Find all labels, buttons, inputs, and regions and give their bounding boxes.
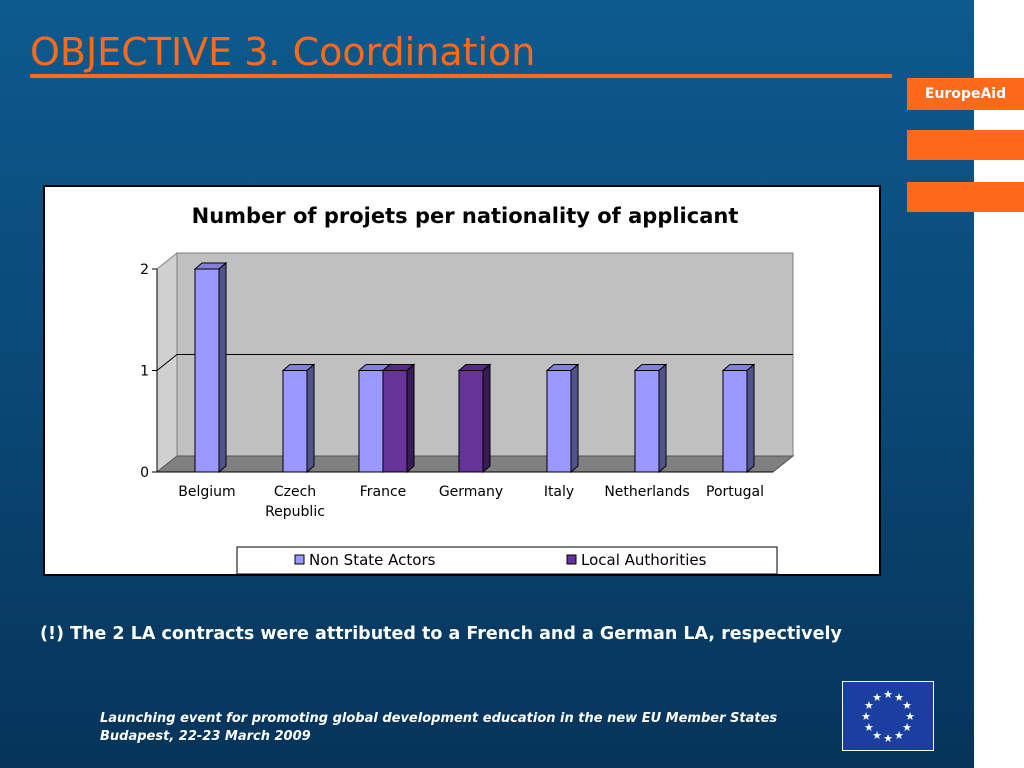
bar-side xyxy=(746,363,755,474)
eu-star-icon: ★ xyxy=(872,729,882,742)
bar-non-state-actors xyxy=(546,370,572,473)
bar-non-state-actors xyxy=(194,268,220,473)
bar-chart: Number of projets per nationality of app… xyxy=(140,204,795,574)
slide-title: OBJECTIVE 3. Coordination xyxy=(30,30,536,74)
footer: Launching event for promoting global dev… xyxy=(100,710,777,746)
bar-side xyxy=(218,261,227,474)
footer-event-line: Launching event for promoting global dev… xyxy=(100,711,778,726)
chart-panel: Number of projets per nationality of app… xyxy=(43,185,881,576)
eu-star-icon: ★ xyxy=(902,699,912,712)
y-tick-label: 1 xyxy=(140,364,149,380)
x-tick-label: Germany xyxy=(439,484,503,500)
legend-label: Non State Actors xyxy=(309,551,436,569)
eu-star-icon: ★ xyxy=(864,721,874,734)
legend-swatch xyxy=(566,554,577,565)
eu-star-icon: ★ xyxy=(872,691,882,704)
eu-star-icon: ★ xyxy=(894,691,904,704)
bar-side xyxy=(306,363,315,474)
title-underline xyxy=(30,74,892,78)
right-white-strip xyxy=(974,0,1024,768)
bar-local-authorities xyxy=(382,370,408,473)
x-tick-label: Belgium xyxy=(178,484,235,500)
eu-star-icon: ★ xyxy=(905,710,915,723)
bar-side xyxy=(482,363,491,474)
eu-flag-icon: ★ ★ ★ ★ ★ ★ ★ ★ ★ ★ ★ ★ xyxy=(842,681,934,751)
legend-box xyxy=(236,546,778,574)
x-tick-label: Italy xyxy=(544,484,574,500)
eu-star-icon: ★ xyxy=(902,721,912,734)
footnote-text: (!) The 2 LA contracts were attributed t… xyxy=(40,624,842,644)
chart-title: Number of projets per nationality of app… xyxy=(192,204,739,228)
bar-side xyxy=(570,363,579,474)
eu-star-icon: ★ xyxy=(861,710,871,723)
y-tick-label: 0 xyxy=(140,465,149,481)
legend-swatch xyxy=(294,554,305,565)
legend-label: Local Authorities xyxy=(581,551,707,569)
x-tick-label: Portugal xyxy=(706,484,764,500)
bar-local-authorities xyxy=(458,370,484,473)
bar-non-state-actors xyxy=(358,370,384,473)
x-tick-label: Czech Republic xyxy=(265,484,325,520)
eu-star-icon: ★ xyxy=(883,688,893,701)
europeaid-logo: EuropeAid xyxy=(907,78,1024,110)
eu-star-icon: ★ xyxy=(864,699,874,712)
footer-date-line: Budapest, 22-23 March 2009 xyxy=(100,729,311,744)
eu-star-icon: ★ xyxy=(894,729,904,742)
bar-non-state-actors xyxy=(282,370,308,473)
gridline-side xyxy=(156,354,178,371)
bar-non-state-actors xyxy=(634,370,660,473)
eu-star-icon: ★ xyxy=(883,732,893,745)
y-tick-label: 2 xyxy=(140,262,149,278)
orange-decor-block xyxy=(907,182,1024,212)
bar-non-state-actors xyxy=(722,370,748,473)
orange-decor-block xyxy=(907,130,1024,160)
bar-side xyxy=(406,363,415,474)
x-tick-label: Netherlands xyxy=(604,484,689,500)
bar-side xyxy=(658,363,667,474)
x-tick-label: France xyxy=(360,484,407,500)
